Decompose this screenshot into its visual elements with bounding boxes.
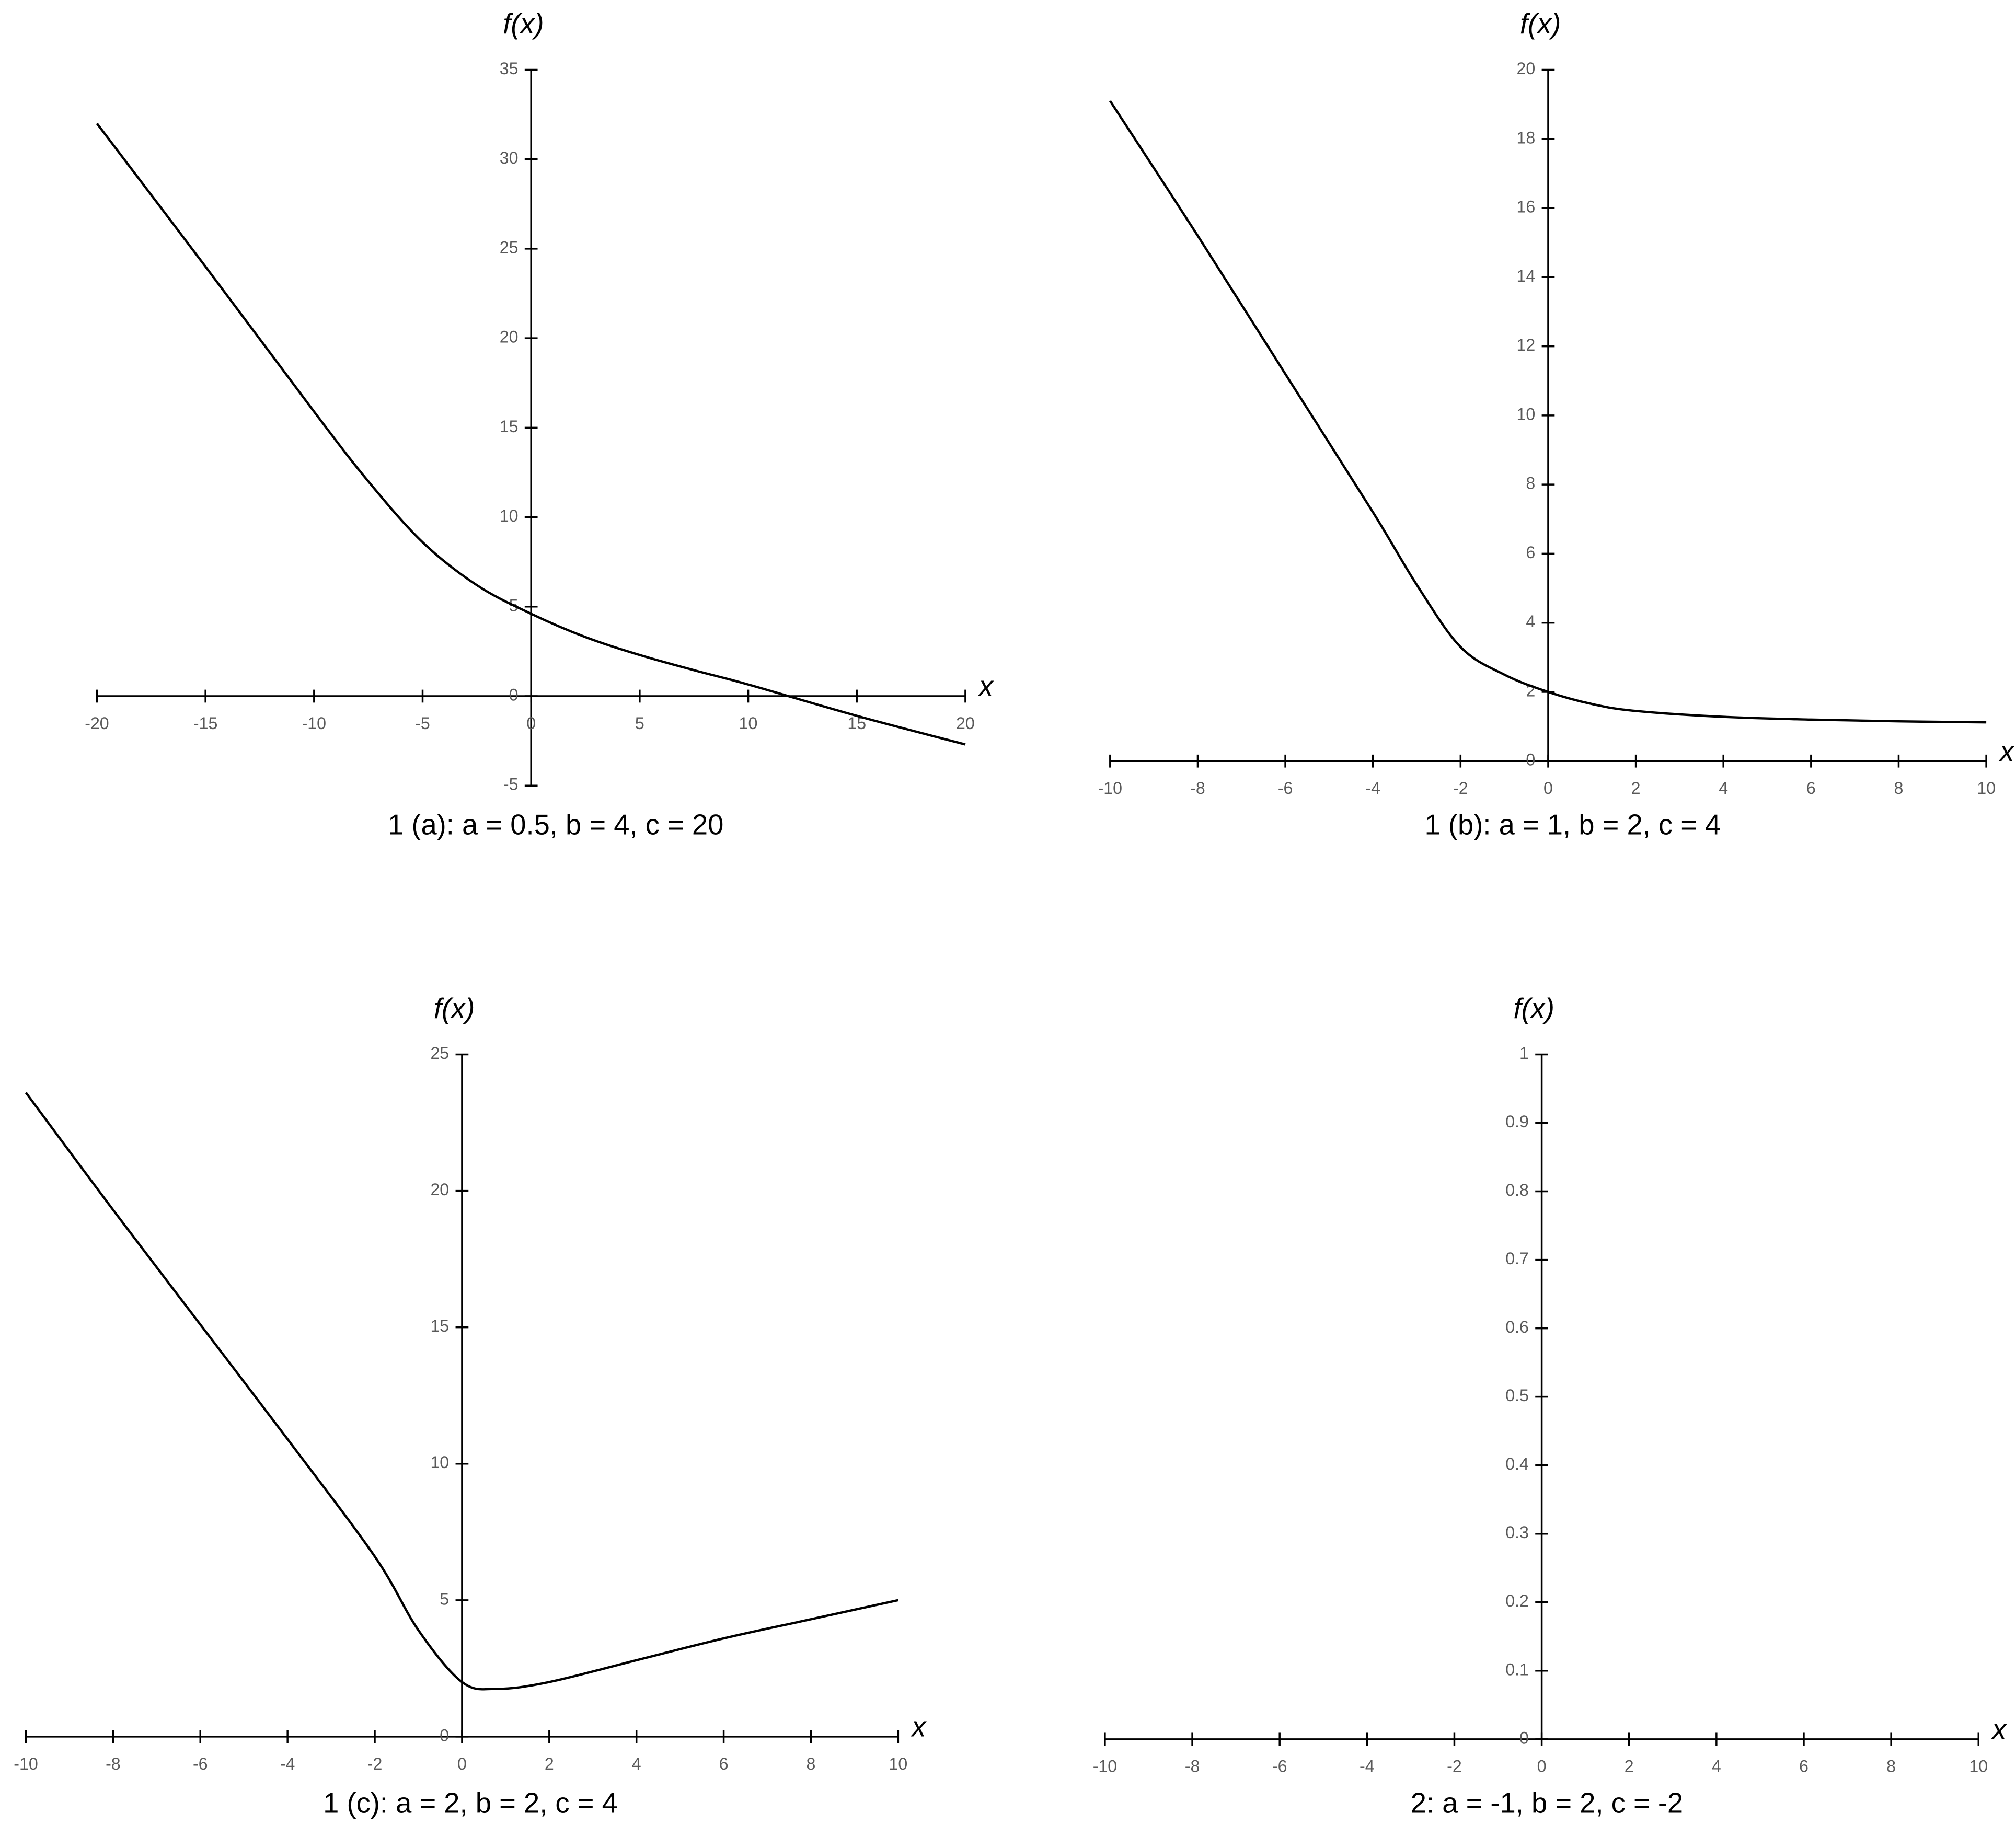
y-tick-label: 0	[440, 1726, 449, 1745]
y-tick-label: 0.2	[1505, 1591, 1529, 1610]
x-tick-label: 0	[457, 1754, 467, 1773]
x-tick-label: 4	[1712, 1757, 1721, 1776]
y-axis-title: f(x)	[434, 992, 475, 1024]
y-tick-label: 20	[500, 328, 519, 346]
y-tick-label: -5	[503, 775, 519, 794]
curve	[25, 1092, 898, 1691]
y-tick-label: 0	[1526, 750, 1535, 769]
x-tick-label: -2	[1447, 1757, 1462, 1776]
y-tick-label: 5	[440, 1589, 449, 1608]
y-tick-label: 35	[500, 59, 519, 78]
x-tick-label: 8	[1886, 1757, 1896, 1776]
x-tick-label: -5	[415, 714, 430, 733]
x-tick-label: 2	[1625, 1757, 1634, 1776]
y-tick-label: 18	[1516, 128, 1535, 147]
x-tick-label: 6	[1806, 779, 1816, 798]
x-tick-label: -10	[1093, 1757, 1117, 1776]
x-tick-label: 4	[1719, 779, 1728, 798]
y-tick-label: 0.3	[1505, 1523, 1529, 1542]
panel-caption: 1 (a): a = 0.5, b = 4, c = 20	[388, 809, 723, 841]
y-tick-label: 10	[1516, 405, 1535, 423]
x-tick-label: 0	[526, 714, 536, 733]
x-tick-label: -8	[106, 1754, 121, 1773]
curve	[1109, 100, 1987, 724]
y-tick-label: 8	[1526, 474, 1535, 493]
x-tick-label: 10	[889, 1754, 907, 1773]
y-tick-label: 12	[1516, 336, 1535, 354]
y-tick-label: 1	[1519, 1044, 1529, 1062]
x-tick-label: -6	[1272, 1757, 1287, 1776]
x-tick-label: -4	[280, 1754, 295, 1773]
y-tick-label: 0.6	[1505, 1318, 1529, 1336]
y-tick-label: 0.5	[1505, 1386, 1529, 1405]
x-tick-label: 20	[956, 714, 975, 733]
x-tick-label: 4	[632, 1754, 641, 1773]
y-tick-label: 10	[500, 506, 519, 525]
y-tick-label: 0.1	[1505, 1660, 1529, 1679]
x-tick-label: -8	[1190, 779, 1205, 798]
x-tick-label: -6	[193, 1754, 208, 1773]
y-tick-label: 6	[1526, 543, 1535, 562]
y-tick-label: 0.4	[1505, 1454, 1529, 1473]
x-tick-label: 2	[1631, 779, 1641, 798]
x-tick-label: -4	[1360, 1757, 1375, 1776]
y-axis-title: f(x)	[1520, 8, 1561, 40]
x-tick-label: -2	[1453, 779, 1468, 798]
x-tick-label: -2	[367, 1754, 383, 1773]
panel-caption: 2: a = -1, b = 2, c = -2	[1411, 1787, 1683, 1819]
x-tick-label: -8	[1185, 1757, 1200, 1776]
y-tick-label: 15	[500, 417, 519, 436]
y-tick-label: 0.7	[1505, 1249, 1529, 1268]
x-axis-title: x	[910, 1711, 927, 1742]
x-tick-label: 10	[1977, 779, 1996, 798]
y-tick-label: 0	[1519, 1728, 1529, 1747]
curve	[96, 122, 966, 746]
y-axis-title: f(x)	[1514, 992, 1555, 1024]
panel-caption: 1 (b): a = 1, b = 2, c = 4	[1425, 809, 1721, 841]
x-axis-title: x	[1998, 735, 2015, 767]
x-axis-title: x	[977, 671, 994, 702]
y-tick-label: 0	[509, 685, 519, 704]
y-tick-label: 0.8	[1505, 1181, 1529, 1199]
x-tick-label: -15	[193, 714, 217, 733]
x-tick-label: -10	[1098, 779, 1122, 798]
y-tick-label: 15	[430, 1316, 449, 1335]
y-axis-title: f(x)	[503, 8, 544, 40]
x-tick-label: -6	[1278, 779, 1293, 798]
y-tick-label: 30	[500, 148, 519, 167]
y-tick-label: 4	[1526, 612, 1535, 631]
y-tick-label: 14	[1516, 267, 1535, 285]
x-tick-label: 0	[1543, 779, 1553, 798]
x-tick-label: 10	[1969, 1757, 1988, 1776]
x-axis-title: x	[1990, 1713, 2007, 1745]
y-tick-label: 20	[430, 1180, 449, 1199]
x-tick-label: 8	[1894, 779, 1904, 798]
x-tick-label: -4	[1365, 779, 1380, 798]
x-tick-label: 5	[635, 714, 644, 733]
y-tick-label: 25	[500, 238, 519, 257]
x-tick-label: -10	[14, 1754, 38, 1773]
x-tick-label: 2	[545, 1754, 554, 1773]
y-tick-label: 20	[1516, 59, 1535, 78]
panel-caption: 1 (c): a = 2, b = 2, c = 4	[323, 1787, 618, 1819]
x-tick-label: 6	[719, 1754, 729, 1773]
x-tick-label: 10	[739, 714, 758, 733]
y-tick-label: 0.9	[1505, 1112, 1529, 1131]
y-tick-label: 25	[430, 1044, 449, 1062]
y-tick-label: 10	[430, 1453, 449, 1472]
y-tick-label: 16	[1516, 198, 1535, 216]
x-tick-label: -10	[302, 714, 326, 733]
x-tick-label: 8	[807, 1754, 816, 1773]
x-tick-label: 6	[1799, 1757, 1808, 1776]
x-tick-label: -20	[85, 714, 109, 733]
x-tick-label: 0	[1537, 1757, 1547, 1776]
